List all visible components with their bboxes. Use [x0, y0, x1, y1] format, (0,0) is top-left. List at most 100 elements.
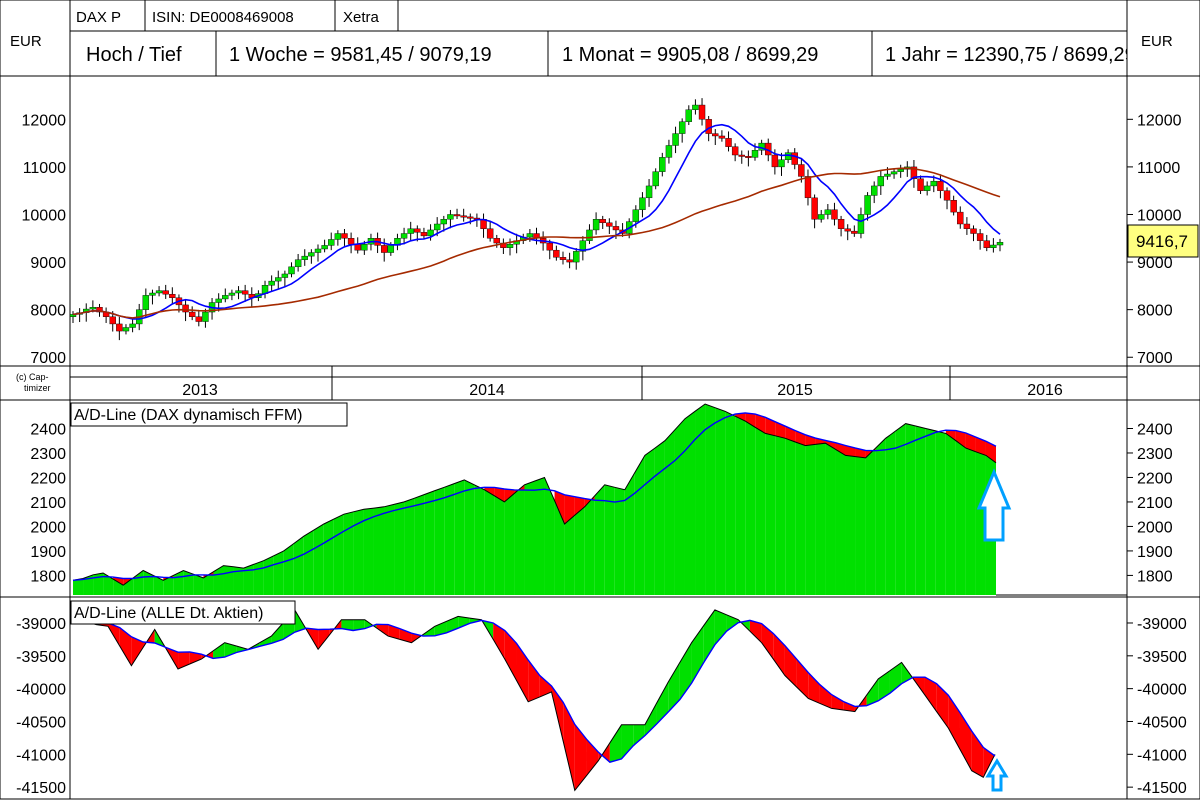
ad-area-segment — [725, 411, 736, 595]
ad-dax-title: A/D-Line (DAX dynamisch FFM) — [74, 407, 303, 424]
ad-dax-title-box — [70, 402, 348, 427]
ad-above-ma-segment — [458, 616, 470, 629]
isin-label: ISIN: DE0008469008 — [152, 9, 294, 26]
ad-area-segment — [273, 550, 284, 595]
candle-up — [884, 173, 891, 177]
ad-ma-line — [72, 412, 997, 581]
ad-below-ma-segment — [586, 739, 599, 776]
ad-below-ma-segment — [574, 496, 585, 516]
y-tick-label: 2400 — [1137, 421, 1173, 438]
ad-area-segment — [414, 494, 425, 595]
y-tick-label: 12000 — [22, 112, 67, 129]
year-tick-label: 2015 — [777, 382, 813, 399]
candle-down — [798, 164, 805, 177]
ad-below-ma-segment — [965, 433, 976, 452]
candle-up — [990, 244, 997, 248]
ad-area-segment — [825, 443, 836, 595]
ad-above-ma-segment — [609, 724, 622, 763]
y-tick-label: 8000 — [30, 303, 66, 320]
ad-area-segment — [534, 477, 545, 595]
candle-up — [268, 280, 275, 286]
y-tick-label: -39500 — [1137, 649, 1187, 666]
year-range: 1 Jahr = 12390,75 / 8699,29 — [885, 44, 1136, 66]
time-axis-frame — [0, 365, 1200, 401]
up-arrow-icon — [976, 468, 1012, 542]
ad-area-segment — [664, 429, 675, 595]
ad-below-ma-segment — [835, 442, 846, 456]
candle-down — [937, 180, 944, 191]
y-tick-label: -41000 — [1137, 747, 1187, 764]
candle-down — [493, 238, 500, 244]
y-tick-label: -39000 — [16, 616, 66, 633]
candle-up — [149, 292, 156, 296]
candle-up — [639, 197, 646, 210]
candle-down — [771, 154, 779, 168]
ad-area-segment — [193, 574, 204, 595]
ad-area-segment — [73, 578, 84, 595]
candle-up — [526, 233, 534, 238]
ad-below-ma-segment — [845, 445, 856, 457]
ad-below-ma-segment — [119, 627, 132, 666]
candle-up — [387, 245, 395, 253]
ad-above-ma-segment — [656, 682, 669, 725]
ad-area-segment — [233, 566, 244, 595]
year-ticks: 2013 2014 2015 2016 — [182, 366, 1063, 400]
candle-up — [321, 245, 328, 250]
y-tick-label: 9000 — [30, 255, 66, 272]
candle-down — [963, 223, 971, 229]
header: EUR EUR DAX P ISIN: DE0008469008 Xetra H… — [0, 0, 1200, 77]
candle-up — [996, 242, 1004, 246]
ad-below-ma-segment — [815, 438, 826, 445]
candle-down — [950, 200, 957, 213]
ad-below-ma-segment — [574, 724, 587, 791]
ad-area-segment — [243, 564, 254, 595]
y-tick-label: 1900 — [30, 544, 66, 561]
candle-down — [182, 304, 189, 313]
candle-down — [241, 290, 249, 295]
candle-up — [692, 104, 699, 110]
candle-down — [738, 154, 745, 157]
ad-above-ma-segment — [679, 642, 692, 700]
y-tick-label: -40500 — [16, 714, 66, 731]
ad-above-ma-segment — [866, 678, 879, 706]
ad-below-ma-segment — [808, 672, 820, 704]
copyright-note: (c) Cap- timizer — [16, 372, 51, 393]
ad-area-segment — [654, 440, 665, 595]
candle-up — [440, 219, 447, 225]
ad-line — [72, 609, 996, 792]
ad-area-segment — [715, 407, 726, 595]
candle-up — [427, 229, 434, 237]
ad-below-ma-segment — [975, 437, 986, 456]
candle-down — [162, 290, 169, 295]
candle-up — [334, 233, 342, 240]
candle-up — [400, 233, 408, 239]
ad-area-segment — [474, 484, 485, 595]
candle-up — [294, 259, 302, 268]
ad-area-segment — [514, 484, 525, 595]
candle-up — [433, 223, 441, 231]
candle-down — [96, 307, 103, 313]
ad-area-segment — [544, 477, 555, 595]
candle-down — [731, 146, 739, 156]
ad-area-segment — [454, 479, 465, 595]
ad-area-segment — [494, 495, 505, 595]
ad-area-segment — [83, 574, 94, 595]
candle-down — [381, 245, 388, 253]
ad-above-ma-segment — [236, 645, 249, 653]
candle-down — [109, 316, 116, 325]
ad-area-segment — [384, 504, 395, 595]
ad-area-segment — [785, 438, 796, 595]
year-tick-label: 2013 — [182, 382, 218, 399]
ad-below-ma-segment — [831, 694, 844, 710]
ad-alle-title-box — [70, 600, 296, 625]
candle-down — [831, 209, 838, 220]
ad-area-segment — [103, 572, 114, 595]
candle-down — [910, 166, 918, 179]
ad-area-segment — [564, 515, 575, 595]
ad-area-segment — [915, 426, 926, 595]
y-tick-label: -40000 — [16, 682, 66, 699]
ad-below-ma-segment — [749, 620, 762, 643]
ad-area-segment — [313, 523, 324, 595]
ad-below-ma-segment — [775, 421, 786, 439]
